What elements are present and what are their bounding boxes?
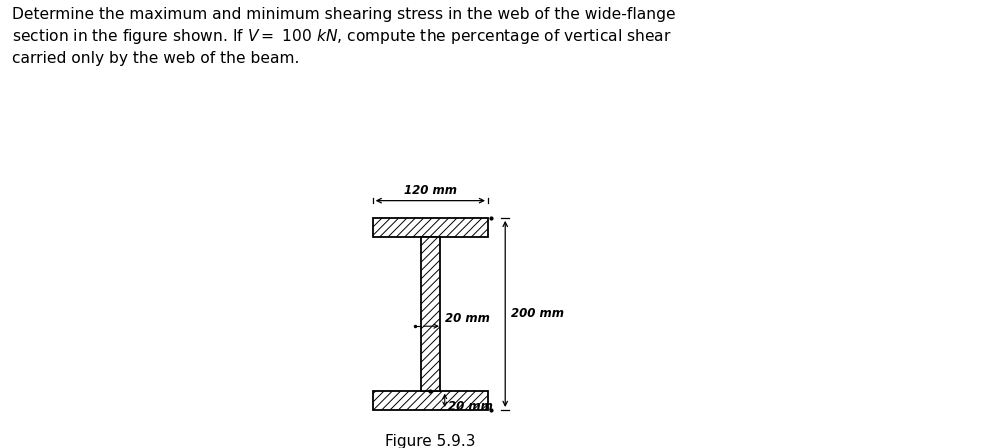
Text: Figure 5.9.3: Figure 5.9.3 (385, 434, 475, 448)
Bar (373, 218, 488, 237)
Text: 200 mm: 200 mm (511, 307, 564, 320)
Bar (373, 391, 488, 410)
Text: Determine the maximum and minimum shearing stress in the web of the wide-flange
: Determine the maximum and minimum sheari… (12, 7, 676, 66)
Bar (420, 237, 440, 391)
Text: 120 mm: 120 mm (404, 184, 457, 197)
Text: 20 mm: 20 mm (448, 400, 493, 413)
Text: 20 mm: 20 mm (445, 312, 490, 325)
